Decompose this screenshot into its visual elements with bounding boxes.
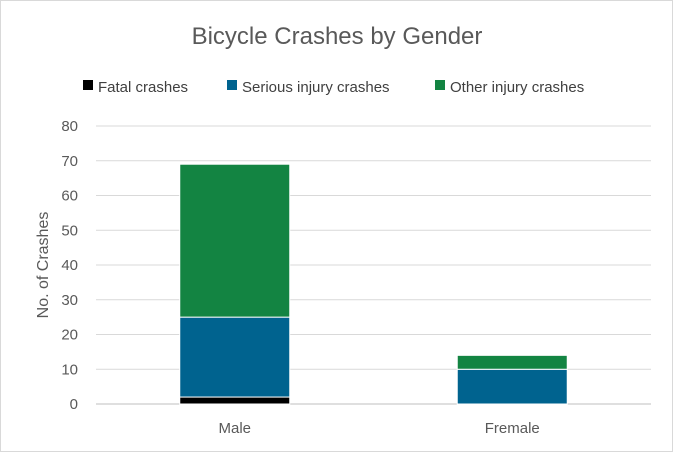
bar-fremale-series-2: [456, 354, 568, 370]
y-tick-label: 80: [61, 118, 78, 135]
x-tick-label: Fremale: [485, 420, 540, 437]
y-tick-label: 10: [61, 361, 78, 378]
bars: [179, 163, 568, 405]
y-tick-label: 70: [61, 153, 78, 170]
legend-swatch-other: [435, 80, 445, 90]
legend-swatch-serious: [227, 80, 237, 90]
legend-label-serious: Serious injury crashes: [242, 79, 390, 96]
bar-male-series-2: [179, 163, 291, 318]
bar-male-series-1: [179, 316, 291, 398]
y-tick-label: 20: [61, 327, 78, 344]
y-tick-label: 60: [61, 188, 78, 205]
legend: Fatal crashes Serious injury crashes Oth…: [83, 79, 584, 96]
y-tick-label: 50: [61, 222, 78, 239]
legend-swatch-fatal: [83, 80, 93, 90]
legend-label-fatal: Fatal crashes: [98, 79, 188, 96]
chart-title: Bicycle Crashes by Gender: [192, 23, 483, 50]
x-axis-ticks: Male Fremale: [218, 420, 539, 437]
x-tick-label: Male: [218, 420, 251, 437]
y-tick-label: 40: [61, 257, 78, 274]
bar-fremale-series-1: [456, 368, 568, 405]
bar-male-series-0: [179, 396, 291, 405]
y-axis-label: No. of Crashes: [35, 212, 52, 319]
legend-label-other: Other injury crashes: [450, 79, 584, 96]
y-axis-ticks: 0 10 20 30 40 50 60 70 80: [61, 118, 78, 413]
y-tick-label: 0: [70, 396, 78, 413]
y-tick-label: 30: [61, 292, 78, 309]
